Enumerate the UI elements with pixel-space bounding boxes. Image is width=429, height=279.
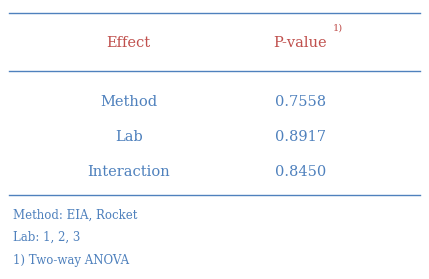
Text: Method: Method [100, 95, 157, 109]
Text: 0.7558: 0.7558 [275, 95, 326, 109]
Text: P-value: P-value [273, 36, 327, 50]
Text: 1): 1) [332, 23, 343, 32]
Text: Lab: 1, 2, 3: Lab: 1, 2, 3 [13, 231, 80, 244]
Text: 1) Two-way ANOVA: 1) Two-way ANOVA [13, 254, 129, 267]
Text: Lab: Lab [115, 130, 142, 144]
Text: 0.8917: 0.8917 [275, 130, 326, 144]
Text: Effect: Effect [107, 36, 151, 50]
Text: Method: EIA, Rocket: Method: EIA, Rocket [13, 208, 137, 221]
Text: Interaction: Interaction [88, 165, 170, 179]
Text: 0.8450: 0.8450 [275, 165, 326, 179]
